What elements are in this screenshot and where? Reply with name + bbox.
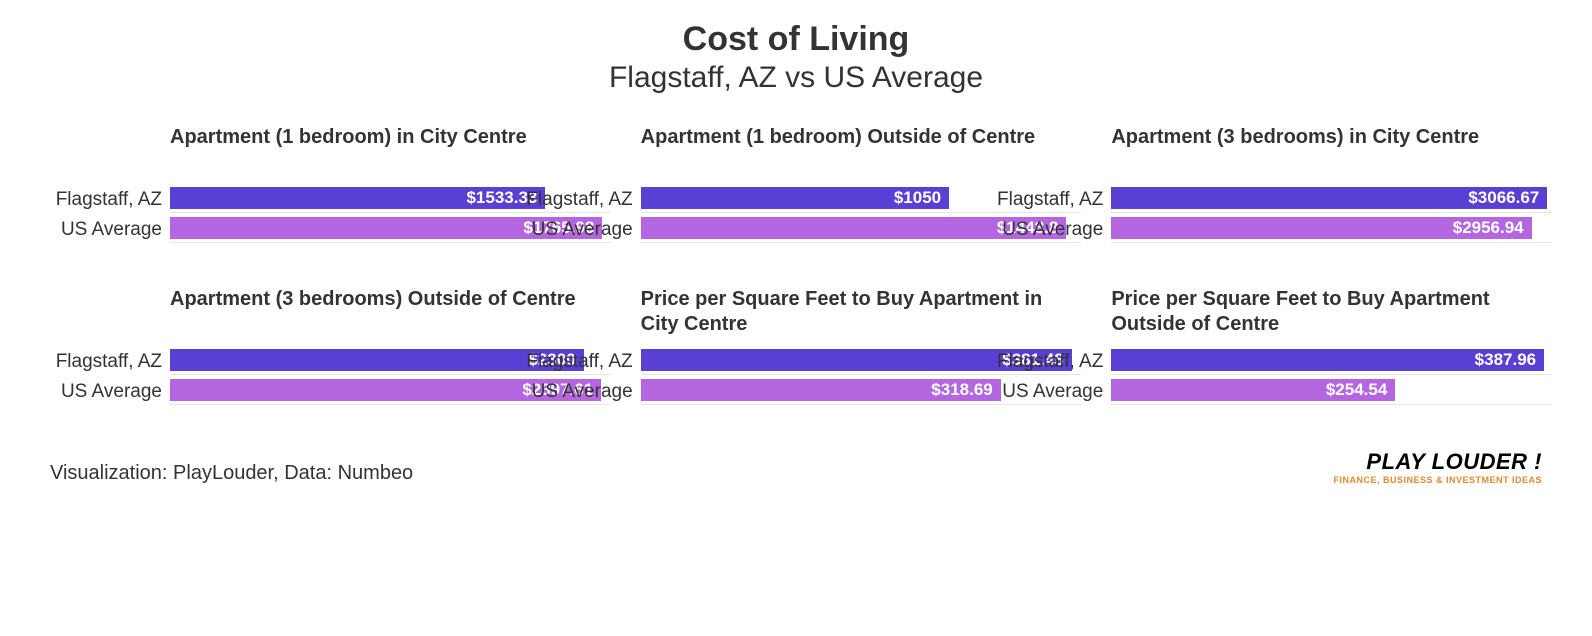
bar: $318.69	[641, 379, 1001, 401]
series-label: Flagstaff, AZ	[526, 351, 632, 373]
chart-header: Cost of Living Flagstaff, AZ vs US Avera…	[40, 20, 1552, 95]
series-label: Flagstaff, AZ	[526, 189, 632, 211]
bar-value-label: $2956.94	[1453, 218, 1524, 238]
chart-subtitle: Flagstaff, AZ vs US Average	[40, 61, 1552, 95]
bar: $254.54	[1111, 379, 1395, 401]
bar: $387.96	[1111, 349, 1544, 371]
bar-row: Flagstaff, AZ$387.96	[1111, 349, 1552, 375]
bar-track: $387.96	[1111, 349, 1552, 375]
series-label: US Average	[532, 219, 633, 241]
series-label: US Average	[61, 219, 162, 241]
series-label: US Average	[61, 381, 162, 403]
bar-row: Flagstaff, AZ$3066.67	[1111, 187, 1552, 213]
panel-title: Price per Square Feet to Buy Apartment i…	[641, 287, 1082, 339]
series-label: Flagstaff, AZ	[997, 351, 1103, 373]
brand-block: PLAY LOUDER ! FINANCE, BUSINESS & INVEST…	[1333, 449, 1542, 485]
chart-panel: Price per Square Feet to Buy Apartment O…	[1111, 287, 1552, 409]
bar: $2956.94	[1111, 217, 1531, 239]
series-label: Flagstaff, AZ	[56, 351, 162, 373]
bar: $1533.33	[170, 187, 545, 209]
panel-title: Apartment (3 bedrooms) in City Centre	[1111, 125, 1552, 177]
bar-row: US Average$2956.94	[1111, 217, 1552, 243]
chart-grid: Apartment (1 bedroom) in City Centre Flag…	[170, 125, 1552, 409]
panel-title: Apartment (3 bedrooms) Outside of Centre	[170, 287, 611, 339]
series-label: US Average	[1002, 219, 1103, 241]
series-label: Flagstaff, AZ	[56, 189, 162, 211]
brand-logo-text: PLAY LOUDER !	[1333, 449, 1542, 475]
bar-value-label: $3066.67	[1468, 188, 1539, 208]
bar-row: US Average$254.54	[1111, 379, 1552, 405]
bar: $3066.67	[1111, 187, 1547, 209]
series-label: US Average	[1002, 381, 1103, 403]
bar-value-label: $387.96	[1475, 350, 1536, 370]
bar-track: $254.54	[1111, 379, 1552, 405]
panel-title: Apartment (1 bedroom) Outside of Centre	[641, 125, 1082, 177]
chart-panel: Apartment (3 bedrooms) in City Centre Fla…	[1111, 125, 1552, 247]
credit-text: Visualization: PlayLouder, Data: Numbeo	[50, 462, 413, 485]
bar-value-label: $318.69	[931, 380, 992, 400]
brand-tagline: FINANCE, BUSINESS & INVESTMENT IDEAS	[1333, 475, 1542, 485]
panel-title: Apartment (1 bedroom) in City Centre	[170, 125, 611, 177]
series-label: US Average	[532, 381, 633, 403]
bar-track: $3066.67	[1111, 187, 1552, 213]
chart-title: Cost of Living	[40, 20, 1552, 59]
bar-value-label: $254.54	[1326, 380, 1387, 400]
chart-footer: Visualization: PlayLouder, Data: Numbeo …	[40, 449, 1552, 485]
bar: $1050	[641, 187, 949, 209]
bar-value-label: $1050	[894, 188, 941, 208]
panel-title: Price per Square Feet to Buy Apartment O…	[1111, 287, 1552, 339]
series-label: Flagstaff, AZ	[997, 189, 1103, 211]
bar-track: $2956.94	[1111, 217, 1552, 243]
bar: $2300	[170, 349, 584, 371]
